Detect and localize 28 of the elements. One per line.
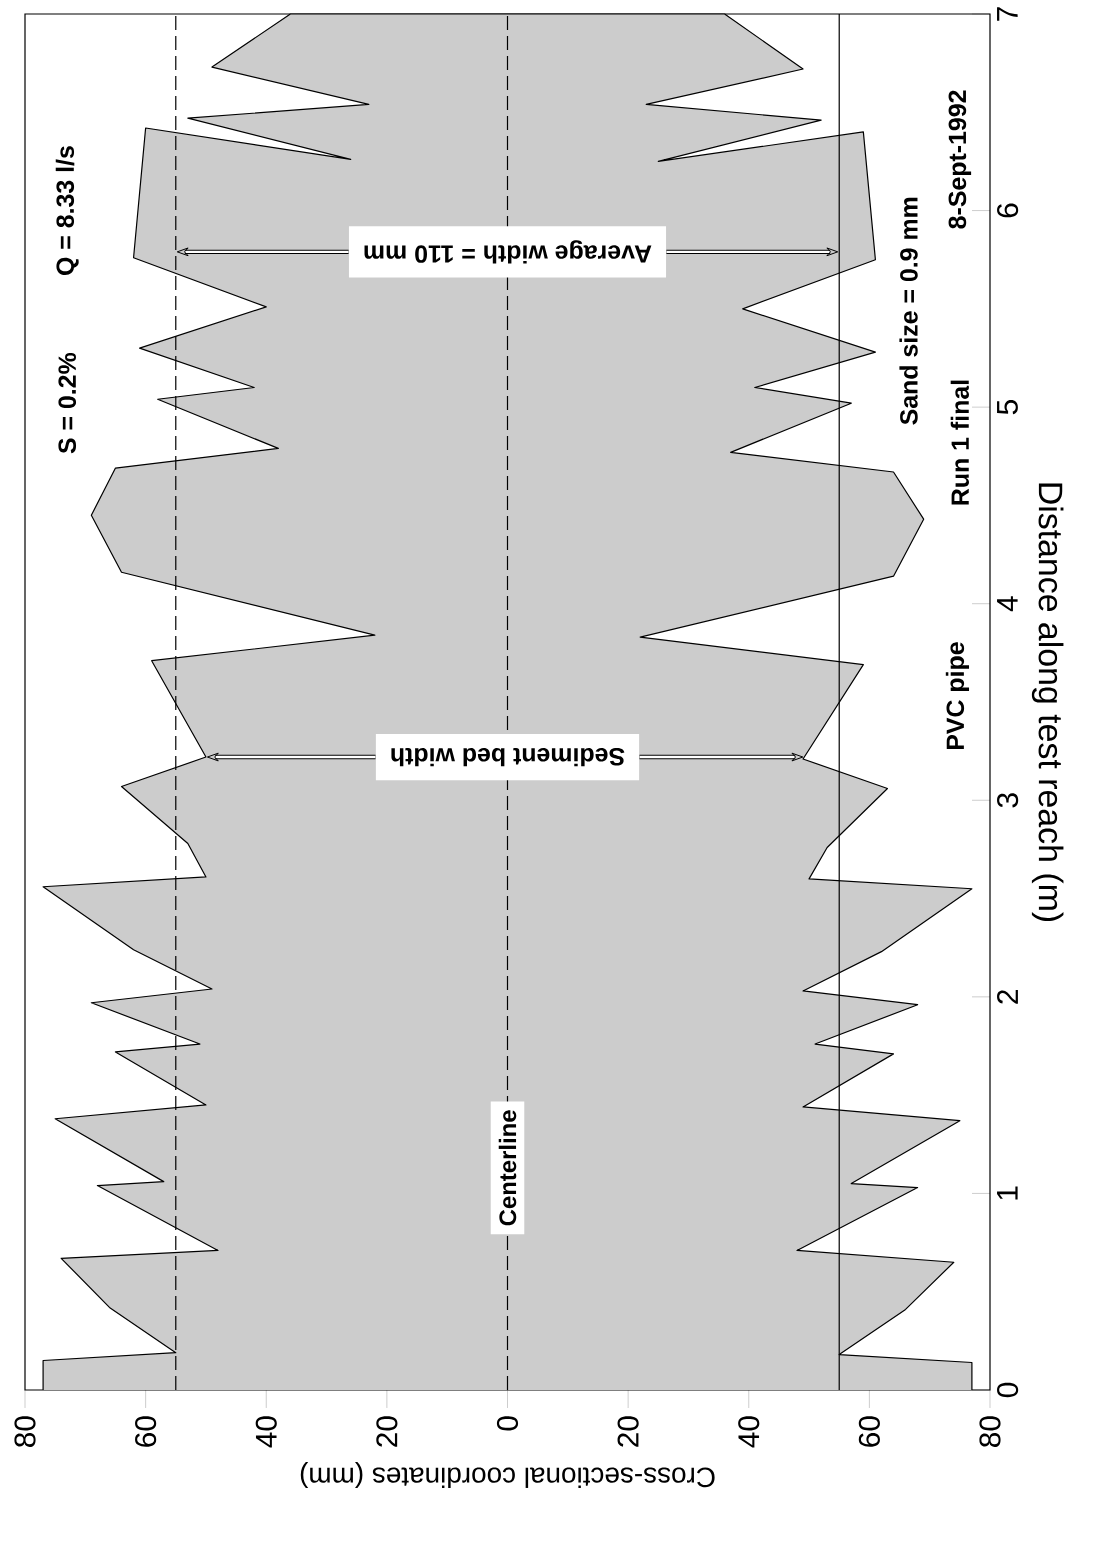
annotation: Q = 8.33 l/s [55,146,79,275]
x-tick-label: 60 [858,1416,880,1447]
x-tick-label: 0 [496,1416,519,1431]
x-tick-label: 40 [255,1416,277,1448]
y-tick-label: 5 [997,400,1018,415]
y-tick-label: 2 [997,990,1018,1004]
annotation: Average width = 110 mm [364,240,652,264]
x-tick-label: 40 [738,1416,760,1448]
y-tick-label: 1 [997,1186,1018,1200]
y-tick-label: 6 [997,203,1019,218]
x-axis-title: Cross-sectional coordinates (mm) [300,1461,715,1488]
ref-line-label: Centerline [498,1110,517,1226]
y-tick-label: 7 [997,7,1018,21]
x-tick-label: 60 [135,1416,157,1447]
annotation: S = 0.2% [58,352,77,454]
annotation: PVC pipe [945,642,970,750]
annotation: Run 1 final [950,380,969,505]
x-tick-label: 80 [979,1416,1001,1447]
x-tick-label: 20 [376,1416,398,1447]
annotation: Sediment bed width [391,747,625,767]
x-tick-label: 20 [617,1416,639,1447]
y-tick-label: 4 [997,596,1018,612]
x-tick-label: 80 [14,1416,36,1447]
y-tick-label: 3 [997,793,1019,808]
annotation: Sand size = 0.9 mm [899,197,918,425]
y-axis-title: Distance along test reach (m) [1031,483,1064,922]
annotation: 8-Sept-1992 [948,90,972,229]
y-tick-label: 0 [997,1382,1019,1398]
